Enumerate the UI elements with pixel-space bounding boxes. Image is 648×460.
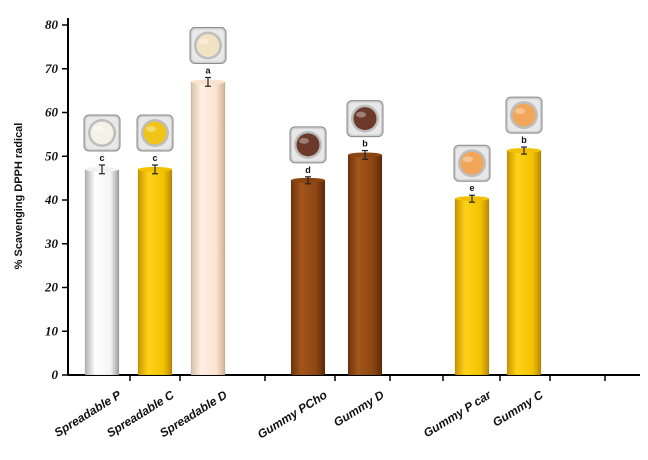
y-tick-label: 80: [45, 17, 59, 32]
error-bar: [521, 146, 527, 155]
bar: [347, 154, 383, 376]
y-tick-label: 10: [45, 323, 59, 338]
bar: [84, 169, 120, 376]
bar: [137, 169, 173, 376]
error-bar: [305, 176, 311, 185]
y-tick-label: 70: [45, 61, 59, 76]
y-tick-label: 60: [45, 105, 59, 120]
bar: [454, 198, 490, 376]
bars: [84, 79, 542, 376]
y-tick-label: 0: [52, 367, 59, 382]
significance-letter: b: [362, 139, 368, 149]
y-ticks: 0 10 20 30 40 50 60 70 80: [44, 17, 68, 382]
sample-photo: [289, 126, 327, 164]
category-label: Gummy PCho: [255, 388, 330, 442]
significance-letter: a: [205, 66, 211, 76]
y-tick-label: 20: [44, 280, 59, 295]
y-tick-label: 50: [45, 148, 59, 163]
bar: [506, 150, 542, 376]
category-label: Gummy D: [331, 387, 387, 429]
bar: [290, 180, 326, 376]
significance-letter: b: [521, 135, 527, 145]
error-bar: [152, 164, 158, 175]
sample-photo: [505, 96, 543, 134]
error-bar: [469, 194, 475, 203]
significance-letter: d: [305, 165, 311, 175]
x-ticks: [129, 375, 606, 381]
significance-letter: c: [152, 153, 157, 163]
category-label: Gummy C: [490, 387, 546, 429]
error-bar: [205, 76, 211, 87]
sample-photo: [453, 144, 491, 182]
sample-photo: [83, 114, 121, 152]
significance-letters: c c a d b e b: [99, 66, 527, 194]
bar: [190, 81, 226, 376]
error-bar: [99, 164, 105, 175]
y-axis-title: % Scavenging DPPH radical: [13, 123, 25, 270]
y-tick-label: 30: [44, 236, 59, 251]
error-bars: [99, 76, 527, 203]
significance-letter: e: [469, 183, 474, 193]
sample-photo: [346, 100, 384, 138]
category-label: Gummy P car: [421, 387, 495, 440]
y-tick-label: 40: [44, 192, 59, 207]
sample-photo: [136, 114, 174, 152]
sample-photo: [189, 27, 227, 64]
error-bar: [362, 149, 368, 160]
significance-letter: c: [99, 153, 104, 163]
sample-photos: [83, 27, 543, 182]
